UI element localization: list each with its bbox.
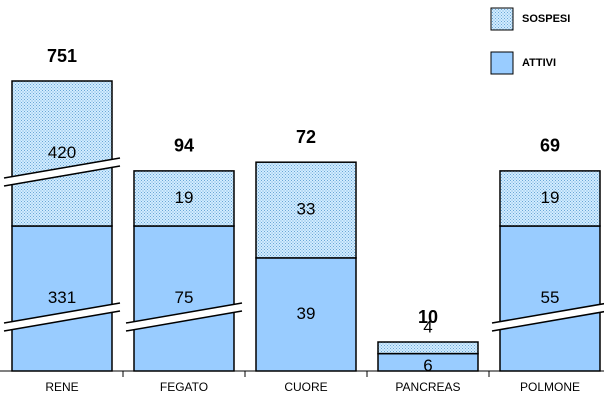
- x-tick-label: POLMONE: [520, 380, 580, 394]
- bar-segment: [11, 80, 113, 227]
- segment-label: 331: [48, 288, 76, 307]
- total-label: 94: [174, 136, 194, 156]
- segment-label: 75: [175, 288, 194, 307]
- total-label: 10: [418, 307, 438, 327]
- segment-label: 19: [175, 188, 194, 207]
- segment-label: 19: [541, 188, 560, 207]
- axis-break-edge: [3, 310, 121, 332]
- segment-label: 420: [48, 143, 76, 162]
- legend-swatch: [490, 51, 514, 75]
- bar-segment: [499, 170, 601, 227]
- axis-break-edge: [125, 302, 243, 324]
- axis-break-edge: [125, 310, 243, 332]
- bar-segment: [133, 170, 235, 227]
- bar-segment: [133, 225, 235, 372]
- segment-label: 4: [423, 317, 432, 336]
- axis-break-edge: [491, 310, 604, 332]
- x-tick-label: FEGATO: [160, 380, 208, 394]
- segment-label: 55: [541, 288, 560, 307]
- total-label: 69: [540, 136, 560, 156]
- bar-segment: [11, 225, 113, 372]
- axis-break: [4, 303, 120, 331]
- bar-segment: [255, 161, 357, 259]
- segment-label: 33: [297, 200, 316, 219]
- axis-break: [492, 303, 604, 331]
- x-tick-label: RENE: [45, 380, 78, 394]
- x-tick-label: CUORE: [284, 380, 327, 394]
- segment-label: 39: [297, 304, 316, 323]
- legend-swatch: [490, 7, 514, 31]
- total-label: 751: [47, 46, 77, 66]
- axis-break-edge: [491, 302, 604, 324]
- legend-label: ATTIVI: [522, 57, 556, 69]
- legend-label: SOSPESI: [522, 13, 570, 25]
- axis-break-edge: [3, 302, 121, 324]
- axis-break-edge: [3, 157, 121, 179]
- axis-break: [126, 303, 242, 331]
- axis-break: [4, 158, 120, 186]
- x-tick-label: PANCREAS: [395, 380, 460, 394]
- total-label: 72: [296, 127, 316, 147]
- bar-segment: [377, 341, 479, 355]
- axis-break-edge: [3, 165, 121, 187]
- bar-segment: [255, 257, 357, 372]
- segment-label: 6: [423, 356, 432, 375]
- bar-segment: [499, 225, 601, 372]
